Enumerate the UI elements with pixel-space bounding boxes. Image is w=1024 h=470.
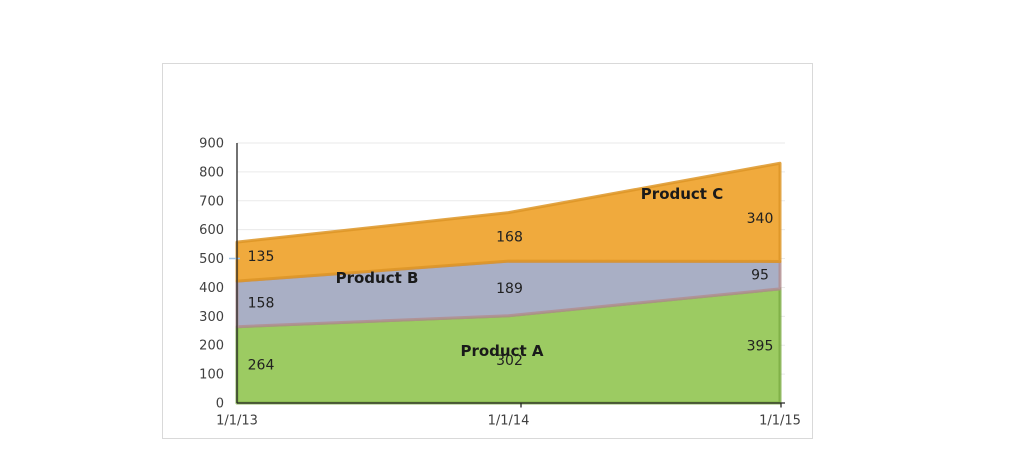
series-label: Product B [336, 269, 419, 287]
x-axis-tick-label: 1/1/14 [488, 414, 530, 429]
data-label: 264 [248, 357, 275, 373]
y-axis-tick-label: 100 [199, 368, 224, 383]
y-axis-tick-label: 200 [199, 339, 224, 354]
data-label: 302 [496, 353, 523, 369]
data-label: 95 [751, 268, 769, 284]
y-axis-tick-label: 500 [199, 252, 224, 267]
y-axis-tick-label: 800 [199, 165, 224, 180]
series-label: Product A [460, 342, 543, 360]
y-axis-tick-label: 300 [199, 310, 224, 325]
x-axis-tick-label: 1/1/13 [216, 414, 258, 429]
data-label: 395 [747, 338, 774, 354]
data-label: 158 [248, 295, 275, 311]
data-label: 340 [747, 211, 774, 227]
x-axis-tick-label: 1/1/15 [759, 414, 801, 429]
series-label: Product C [641, 185, 723, 203]
y-axis-tick-label: 600 [199, 223, 224, 238]
y-axis-tick-label: 900 [199, 137, 224, 152]
data-label: 168 [496, 229, 523, 245]
y-axis-tick-label: 700 [199, 194, 224, 209]
y-axis-tick-label: 400 [199, 281, 224, 296]
data-label: 135 [248, 249, 275, 265]
data-label: 189 [496, 281, 523, 297]
y-axis-tick-label: 0 [216, 397, 224, 412]
